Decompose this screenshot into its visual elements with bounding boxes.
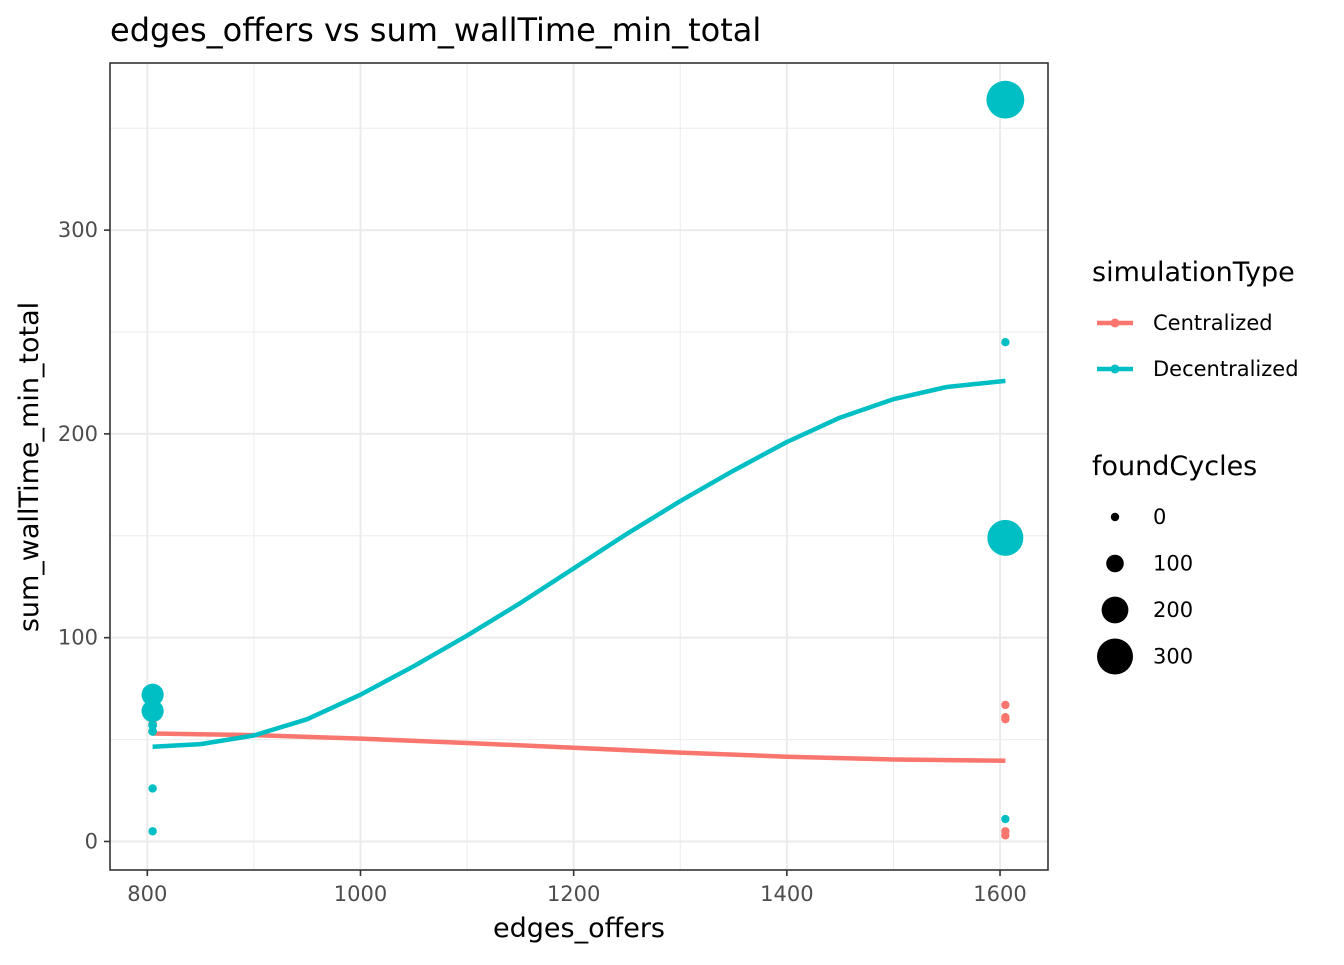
legend-size-label: 300 bbox=[1153, 645, 1193, 669]
point-decentralized bbox=[986, 80, 1025, 119]
y-axis: 0 100 200 300 bbox=[58, 218, 110, 853]
x-tick-label: 1000 bbox=[334, 882, 387, 906]
point-decentralized bbox=[1001, 814, 1010, 824]
legend-key-point bbox=[1110, 364, 1120, 374]
x-tick-label: 800 bbox=[127, 882, 167, 906]
legend-label-decentralized: Decentralized bbox=[1153, 357, 1299, 381]
y-axis-title: sum_wallTime_min_total bbox=[14, 302, 45, 632]
y-tick-label: 200 bbox=[58, 422, 98, 446]
legend-size-label: 100 bbox=[1153, 552, 1193, 576]
x-tick-label: 1600 bbox=[973, 882, 1026, 906]
point-decentralized bbox=[148, 726, 158, 736]
legend-size-label: 200 bbox=[1153, 598, 1193, 622]
x-axis: 800 1000 1200 1400 1600 bbox=[127, 870, 1027, 906]
legend-size-key bbox=[1097, 638, 1133, 675]
y-tick-label: 300 bbox=[58, 218, 98, 242]
panel-border bbox=[109, 62, 1049, 871]
legend-color-items: Centralized Decentralized bbox=[1097, 311, 1299, 381]
point-decentralized bbox=[148, 720, 158, 730]
grid-major bbox=[110, 63, 1048, 870]
x-tick-label: 1200 bbox=[547, 882, 600, 906]
point-centralized bbox=[1001, 700, 1010, 710]
chart-title: edges_offers vs sum_wallTime_min_total bbox=[110, 11, 761, 49]
smooth-lines bbox=[152, 378, 1006, 764]
point-decentralized bbox=[141, 683, 164, 706]
point-centralized bbox=[1001, 714, 1010, 724]
legend-key-point bbox=[1110, 318, 1120, 328]
legend-label-centralized: Centralized bbox=[1153, 311, 1273, 335]
grid-minor bbox=[110, 63, 1048, 870]
legend-size-key bbox=[1110, 512, 1120, 522]
data-points bbox=[141, 80, 1025, 840]
x-tick-label: 1400 bbox=[760, 882, 813, 906]
legend-size-items: 0 100 200 300 bbox=[1097, 505, 1193, 675]
legend-size-title: foundCycles bbox=[1092, 451, 1257, 482]
point-decentralized bbox=[1001, 337, 1010, 347]
y-tick-label: 100 bbox=[58, 626, 98, 650]
legend-size-label: 0 bbox=[1153, 505, 1166, 529]
y-tick-label: 0 bbox=[85, 829, 98, 853]
legend-color-title: simulationType bbox=[1092, 257, 1295, 288]
plot-panel bbox=[109, 62, 1049, 871]
point-decentralized bbox=[148, 827, 157, 836]
legend-size-key bbox=[1101, 596, 1129, 624]
point-decentralized bbox=[148, 784, 157, 793]
point-decentralized bbox=[987, 519, 1024, 556]
x-axis-title: edges_offers bbox=[493, 913, 665, 944]
smooth-line-centralized bbox=[152, 731, 1006, 764]
smooth-line-decentralized bbox=[152, 378, 1006, 749]
point-decentralized bbox=[141, 699, 164, 723]
point-centralized bbox=[1001, 831, 1010, 840]
legend: simulationType CentralizedDecentralized … bbox=[1092, 257, 1299, 675]
legend-size-key bbox=[1106, 554, 1124, 573]
